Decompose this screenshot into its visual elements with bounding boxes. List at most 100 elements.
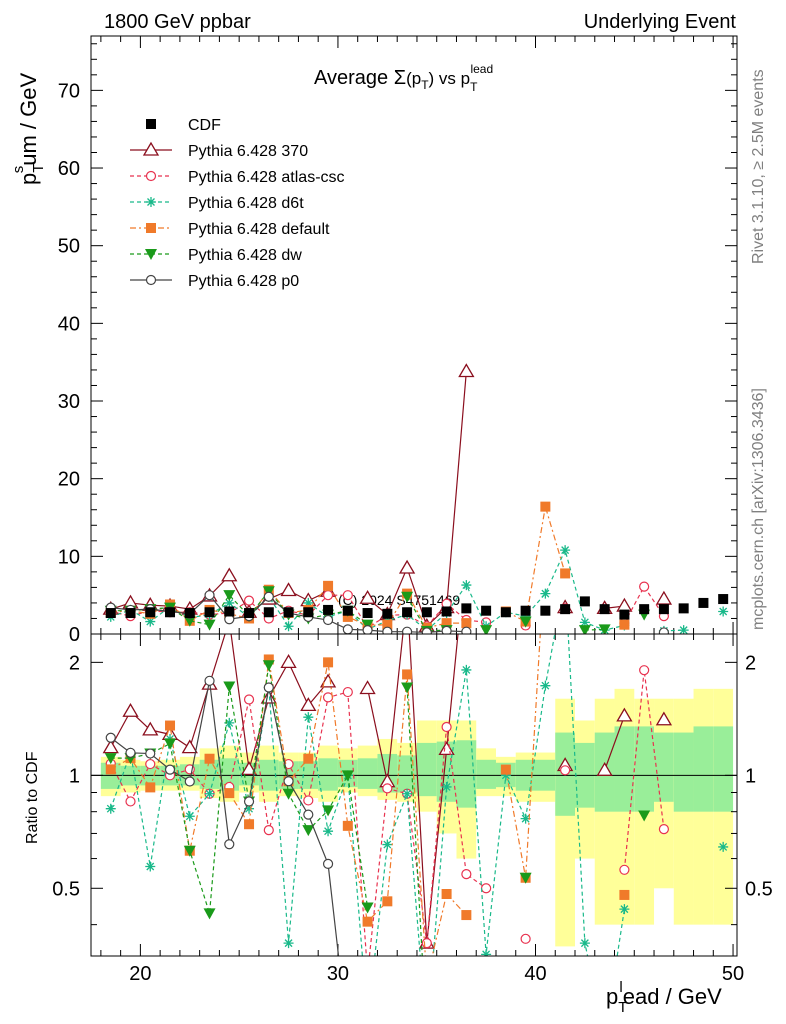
y-tick-label: 50 (58, 236, 80, 258)
point-p0 (382, 626, 393, 634)
ratio-point-p0 (303, 809, 314, 820)
ratio-point-d6t (481, 949, 492, 956)
point-cdf (520, 605, 531, 616)
ratio-point-p0 (164, 764, 176, 775)
ratio-point-d6t (441, 781, 452, 792)
legend-item-d6t: Pythia 6.428 d6t (130, 195, 304, 212)
header-right: Underlying Event (584, 11, 737, 33)
ratio-point-dw (203, 908, 216, 920)
point-cdf (105, 608, 116, 619)
legend-marker (142, 141, 160, 156)
header-left: 1800 GeV ppbar (104, 11, 251, 33)
x-tick-label: 50 (722, 963, 744, 985)
ratio-point-default (105, 764, 116, 775)
ratio-point-atlas (461, 869, 472, 880)
point-cdf (718, 594, 729, 605)
legend-label: Pythia 6.428 dw (188, 247, 302, 264)
ratio-point-dw (638, 810, 651, 822)
point-cdf (481, 605, 492, 616)
legend-marker (146, 223, 156, 233)
point-p0 (441, 625, 452, 634)
point-default (560, 568, 571, 579)
point-dw (519, 616, 532, 628)
point-cdf (579, 596, 590, 607)
y-tick-label: 10 (58, 546, 80, 568)
ratio-point-atlas (421, 938, 432, 949)
point-cdf (619, 609, 630, 620)
ratio-band-green (456, 740, 477, 808)
y-tick-label: 20 (58, 469, 80, 491)
point-default (540, 501, 551, 512)
point-p0 (322, 614, 334, 626)
point-cdf (382, 608, 393, 619)
legend-label: Pythia 6.428 atlas-csc (188, 169, 345, 186)
legend-item-atlas: Pythia 6.428 atlas-csc (130, 169, 345, 186)
ratio-point-d6t (105, 803, 116, 814)
ratio-point-p0 (105, 732, 116, 743)
point-atlas (342, 590, 353, 601)
ratio-point-d6t (402, 788, 413, 799)
y-axis-label: pTsum / GeV (10, 73, 47, 185)
ratio-line-p370 (604, 715, 625, 771)
main-plot-data (102, 363, 729, 634)
point-d6t (303, 597, 314, 608)
ratio-point-p370 (102, 739, 119, 754)
point-d6t (678, 625, 689, 634)
point-p0 (421, 627, 432, 634)
point-cdf (599, 604, 610, 615)
ratio-point-dw (519, 872, 532, 884)
ratio-point-d6t (382, 839, 393, 850)
point-dw (578, 625, 591, 634)
y-tick-label: 40 (58, 313, 80, 335)
ratio-line-p0 (110, 680, 340, 956)
series-line-atlas (623, 585, 665, 624)
series-line-p370 (367, 371, 467, 628)
point-p0 (461, 626, 472, 634)
ratio-point-atlas (481, 883, 492, 894)
point-p0 (401, 626, 413, 634)
point-cdf (421, 607, 432, 618)
point-cdf (204, 607, 215, 618)
y-tick-label: 0 (69, 624, 80, 646)
legend-item-p0: Pythia 6.428 p0 (130, 273, 299, 290)
ratio-point-default (263, 654, 274, 665)
ratio-y-axis-label: Ratio to CDF (24, 751, 41, 844)
ratio-point-atlas (145, 758, 156, 770)
ratio-y-tick-label: 2 (69, 652, 80, 674)
ratio-point-dw (282, 788, 295, 800)
ratio-band-green (634, 726, 655, 812)
axes-ticks: 20 30 40 50 0 10 20 30 40 50 60 70 0.5 0.5 1 1 2 2 (52, 36, 773, 985)
point-cdf (540, 605, 551, 616)
ratio-point-d6t (718, 841, 729, 852)
ratio-line-atlas (623, 670, 665, 870)
point-d6t (579, 617, 590, 628)
point-p0 (362, 625, 373, 634)
point-p370 (398, 559, 416, 574)
point-cdf (342, 605, 353, 616)
ratio-point-default (224, 788, 235, 799)
ratio-band-green (357, 758, 378, 789)
y-tick-label: 70 (58, 80, 80, 102)
ratio-point-atlas (520, 933, 531, 944)
ratio-point-dw (341, 770, 354, 782)
ratio-band-green (416, 742, 437, 797)
point-dw (223, 590, 236, 602)
ratio-point-default (244, 819, 255, 830)
ratio-point-d6t (303, 712, 314, 723)
point-cdf (303, 607, 314, 618)
ratio-y-tick-label: 1 (69, 765, 80, 787)
ratio-line-p370 (366, 634, 459, 944)
point-p370 (458, 363, 475, 378)
point-p0 (204, 590, 215, 601)
ratio-point-default (165, 720, 176, 731)
point-dw (598, 624, 611, 634)
point-p370 (616, 597, 633, 612)
point-d6t (540, 588, 551, 599)
point-cdf (658, 604, 669, 615)
point-cdf (698, 597, 709, 608)
ratio-point-atlas (382, 783, 393, 794)
point-dw (401, 591, 414, 603)
legend-item-dw: Pythia 6.428 dw (130, 247, 302, 264)
legend-marker (145, 274, 157, 286)
ratio-point-d6t (204, 788, 215, 799)
